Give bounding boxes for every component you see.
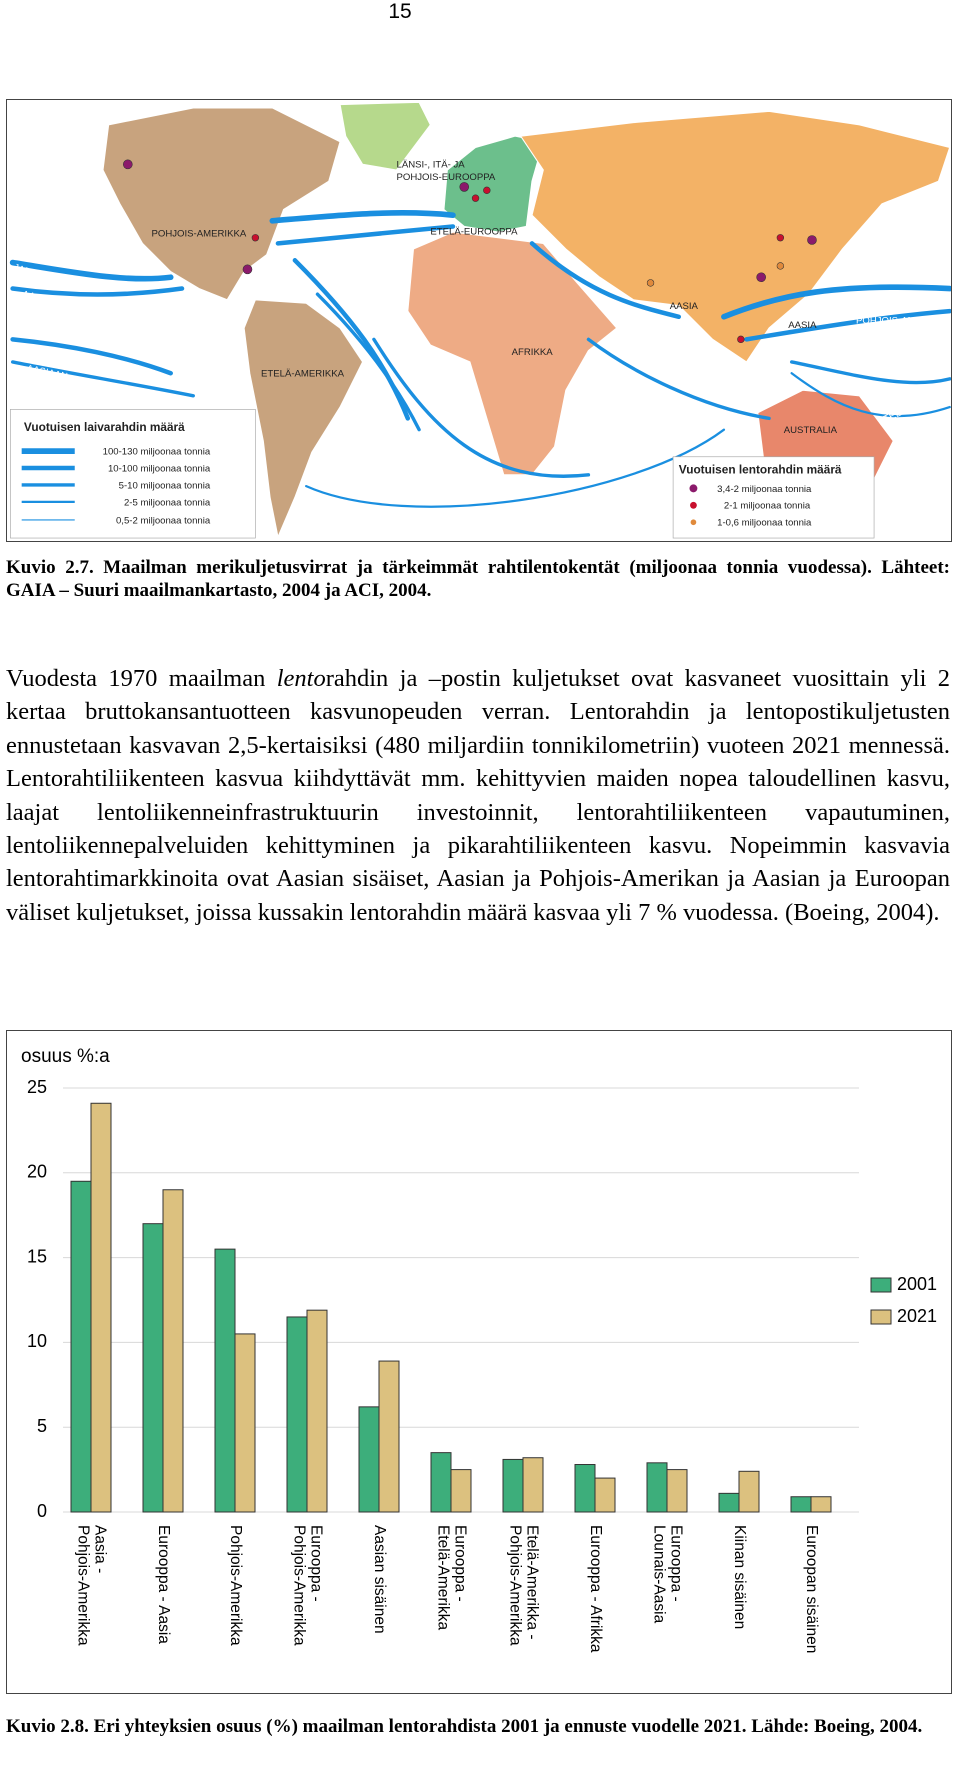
legend-label: 100-130 miljoonaa tonnia (103, 447, 211, 458)
legend-title: Vuotuisen lentorahdin määrä (679, 463, 842, 477)
y-axis-label: osuus %:a (21, 1046, 110, 1067)
x-tick-label: Lounais-Aasia (650, 1525, 667, 1624)
text: lento (276, 665, 326, 692)
greenland (339, 101, 432, 171)
legend-label: 2-5 miljoonaa tonnia (124, 497, 211, 508)
x-tick-label: Pohjois-Amerikka (506, 1525, 523, 1646)
x-tick-label: Pohjois-Amerikka (290, 1525, 307, 1646)
legend-label: 5-10 miljoonaa tonnia (119, 480, 211, 491)
x-tick-label: Pohjois-Amerikka (227, 1525, 244, 1646)
asia (519, 110, 951, 363)
legend-label: 0,5-2 miljoonaa tonnia (116, 515, 211, 526)
x-tick-label: Etelä-Amerikka - (523, 1525, 540, 1640)
map: LÄNSI-, ITÄ- JA POHJOIS-EUROOPPA POHJOIS… (7, 100, 951, 541)
bar (234, 1333, 256, 1513)
x-tick-label: Eurooppa - Afrikka (587, 1525, 604, 1653)
bar (574, 1464, 596, 1513)
europe (443, 135, 544, 233)
text: rahdin ja –postin kuljetukset ovat kasva… (6, 665, 950, 926)
x-tick-label: Aasian sisäinen (371, 1525, 388, 1634)
figure-caption: Kuvio 2.7. Maailman merikuljetusvirrat j… (6, 557, 950, 601)
bar (522, 1457, 544, 1513)
bar (162, 1189, 184, 1513)
legend-swatch (870, 1309, 892, 1325)
legend-label: 2021 (897, 1306, 937, 1326)
legend-label: 2-1 miljoonaa tonnia (724, 501, 811, 512)
map-label: POHJOIS-EUROOPPA (397, 172, 496, 183)
x-tick-label: Pohjois-Amerikka (74, 1525, 91, 1646)
bar (142, 1223, 164, 1513)
bar (718, 1492, 740, 1513)
x-tick-label: Kiinan sisäinen (731, 1525, 748, 1629)
figure-caption: Kuvio 2.8. Eri yhteyksien osuus (%) maai… (6, 1716, 923, 1737)
map-label: ETELÄ-EUROOPPA (430, 226, 518, 237)
bar (450, 1469, 472, 1513)
south-america (243, 299, 364, 539)
shipping-lanes (9, 209, 951, 508)
map-label: AASIA (788, 320, 817, 331)
air-legend: Vuotuisen lentorahdin määrä 3,4-2 miljoo… (672, 456, 875, 539)
y-tick-label: 20 (27, 1162, 47, 1182)
africa (407, 231, 618, 476)
map-figure: LÄNSI-, ITÄ- JA POHJOIS-EUROOPPA POHJOIS… (6, 99, 952, 542)
bar (430, 1452, 452, 1513)
y-tick-label: 15 (27, 1246, 47, 1266)
legend-label: 3,4-2 miljoonaa tonnia (717, 484, 812, 495)
bar (378, 1360, 400, 1513)
bar (666, 1469, 688, 1513)
legend-swatch (870, 1277, 892, 1293)
map-label: AFRIKKA (512, 347, 554, 358)
bar (306, 1309, 328, 1513)
map-label: AUSTRALIA (784, 425, 838, 436)
body-text: Vuodesta 1970 maailman lentorahdin ja –p… (6, 662, 950, 929)
bar (594, 1477, 616, 1513)
x-tick-label: Eurooppa - (667, 1525, 684, 1602)
y-tick-label: 10 (27, 1331, 47, 1351)
x-tick-label: Aasia - (91, 1525, 108, 1573)
sea-legend: Vuotuisen laivarahdin määrä 100-130 milj… (10, 409, 256, 539)
map-label: LÄNSI-, ITÄ- JA (397, 160, 466, 171)
bar (790, 1496, 812, 1513)
bar (286, 1316, 308, 1513)
bar (738, 1470, 760, 1513)
bar (70, 1180, 92, 1513)
airports (123, 159, 817, 344)
bar (90, 1102, 112, 1513)
y-tick-label: 0 (37, 1501, 47, 1521)
bar (502, 1458, 524, 1513)
map-label: POHJOIS-AMERIKKA (152, 229, 247, 240)
y-tick-label: 25 (27, 1077, 47, 1097)
x-tick-label: Eurooppa - (307, 1525, 324, 1602)
text: Vuodesta 1970 maailman (6, 665, 277, 692)
map-label: POHJOIS-AMERIKKAAN (856, 316, 951, 327)
legend-label: 1-0,6 miljoonaa tonnia (717, 518, 812, 529)
x-tick-label: Etelä-Amerikka (434, 1525, 451, 1630)
x-tick-label: Eurooppa - Aasia (155, 1525, 172, 1644)
bar (646, 1462, 668, 1513)
page-number: 15 (388, 0, 412, 23)
legend-title: Vuotuisen laivarahdin määrä (24, 420, 185, 434)
bar (810, 1496, 832, 1513)
x-tick-label: Eurooppa - (451, 1525, 468, 1602)
legend-label: 10-100 miljoonaa tonnia (108, 463, 211, 474)
bar (214, 1248, 236, 1513)
map-label: ETELÄ-AMERIKKA (261, 369, 345, 380)
x-tick-label: Euroopan sisäinen (803, 1525, 820, 1653)
bar (358, 1406, 380, 1513)
y-tick-label: 5 (37, 1416, 47, 1436)
legend-label: 2001 (897, 1274, 937, 1294)
map-label: AASIA (670, 301, 699, 312)
chart-figure: osuus %:a 0 5 10 15 20 25 Aasia - Pohjois-Ameri… (6, 1030, 952, 1694)
